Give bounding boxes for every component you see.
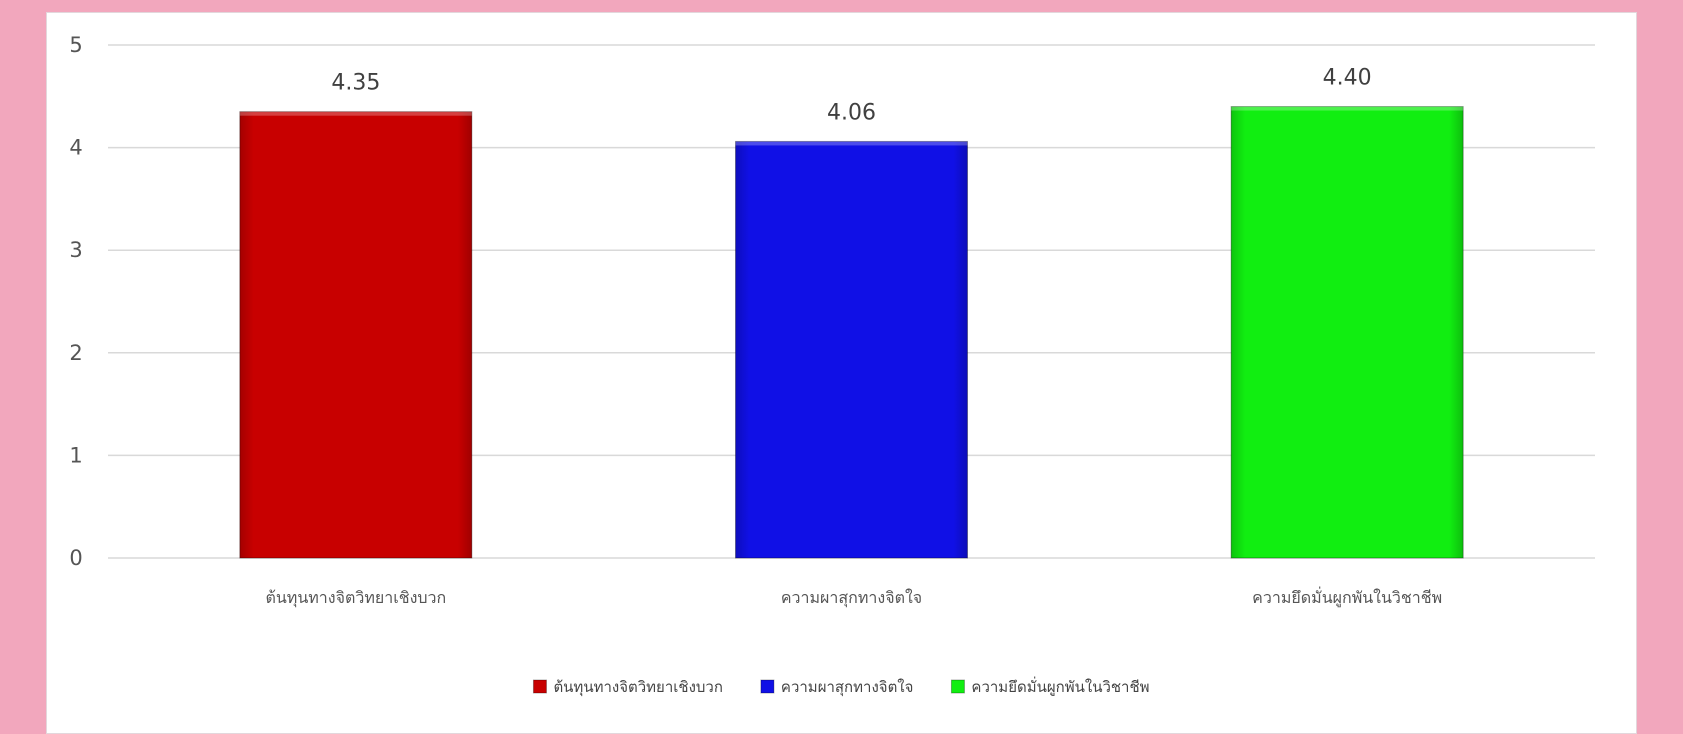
y-axis-tick-labels: 0 1 2 3 4 5 xyxy=(69,33,82,570)
x-category-label: ความยึดมั่นผูกพันในวิชาชีพ xyxy=(1252,586,1442,608)
data-label: 4.35 xyxy=(331,71,380,96)
y-tick-label: 1 xyxy=(69,443,82,467)
data-label: 4.06 xyxy=(827,100,876,125)
y-tick-label: 5 xyxy=(69,33,82,57)
bar-shading xyxy=(1231,106,1464,558)
x-category-label: ต้นทุนทางจิตวิทยาเชิงบวก xyxy=(265,588,446,608)
bar-top-highlight xyxy=(1231,106,1464,111)
legend-swatch xyxy=(950,679,965,694)
data-labels: 4.35 4.06 4.40 xyxy=(331,66,1371,126)
bar-top-highlight xyxy=(239,111,472,116)
legend-label: ความยึดมั่นผูกพันในวิชาชีพ xyxy=(971,676,1149,696)
legend-label: ความผาสุกทางจิตใจ xyxy=(781,678,914,697)
bar-shading xyxy=(239,111,472,558)
legend: ต้นทุนทางจิตวิทยาเชิงบวก ความผาสุกทางจิตใ… xyxy=(532,676,1150,697)
legend-swatch xyxy=(532,679,547,694)
y-tick-label: 3 xyxy=(69,238,82,262)
bars xyxy=(239,106,1464,559)
y-tick-label: 4 xyxy=(69,136,82,160)
x-axis-category-labels: ต้นทุนทางจิตวิทยาเชิงบวก ความผาสุกทางจิตใ… xyxy=(265,586,1442,608)
legend-swatch xyxy=(760,679,775,694)
y-tick-label: 0 xyxy=(69,546,82,570)
bar-shading xyxy=(735,141,968,558)
x-category-label: ความผาสุกทางจิตใจ xyxy=(781,588,922,608)
data-label: 4.40 xyxy=(1323,66,1372,91)
bar-top-highlight xyxy=(735,141,968,146)
y-tick-label: 2 xyxy=(69,341,82,365)
legend-label: ต้นทุนทางจิตวิทยาเชิงบวก xyxy=(553,678,722,697)
